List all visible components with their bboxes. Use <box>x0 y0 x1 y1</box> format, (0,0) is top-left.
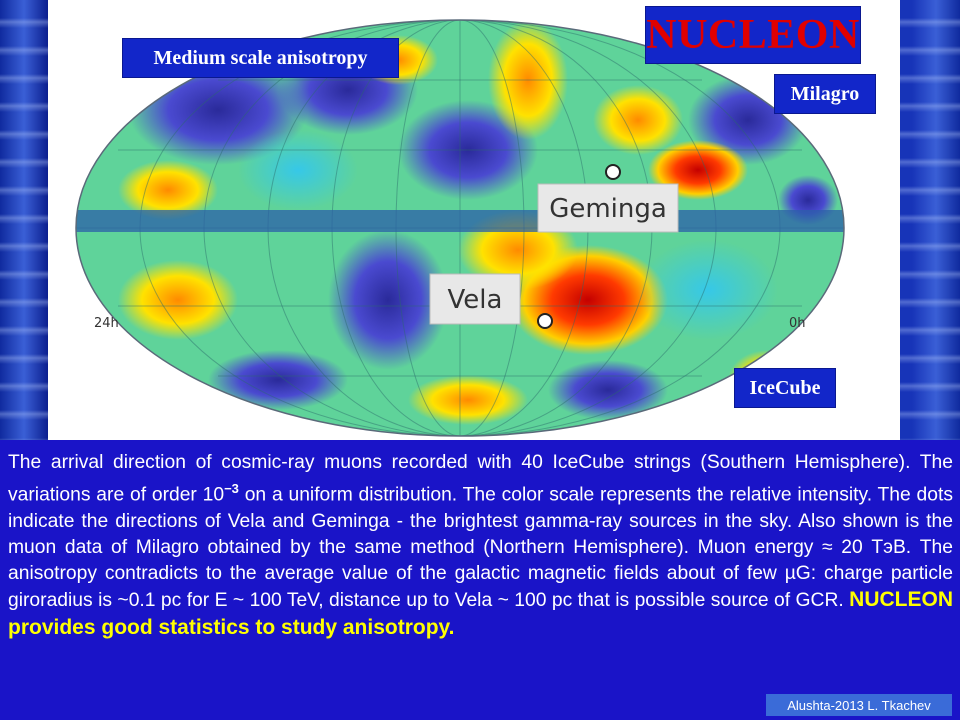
vela-label-box <box>429 273 521 325</box>
vela-dot <box>537 313 553 329</box>
icecube-label: IceCube <box>734 368 836 408</box>
geminga-dot <box>605 164 621 180</box>
caption-panel: The arrival direction of cosmic-ray muon… <box>0 440 960 720</box>
caption-exponent: −3 <box>224 481 239 497</box>
caption-part2: on a uniform distribution. The color sca… <box>8 484 953 612</box>
footer-credit: Alushta-2013 L. Tkachev <box>766 694 952 716</box>
geminga-label-box <box>537 183 679 233</box>
medium-scale-label: Medium scale anisotropy <box>122 38 399 78</box>
caption-text: The arrival direction of cosmic-ray muon… <box>8 450 953 642</box>
vela-label: Vela <box>448 285 503 315</box>
ra-left-label: 24h <box>94 316 119 331</box>
geminga-label: Geminga <box>549 194 667 224</box>
caption-highlight: NUCLEON provides good statistics to stud… <box>8 588 953 639</box>
milagro-label: Milagro <box>774 74 876 114</box>
ra-right-label: 0h <box>789 316 806 331</box>
slide-title: NUCLEON <box>645 6 861 64</box>
caption-part1: The arrival direction of cosmic-ray muon… <box>8 452 953 506</box>
